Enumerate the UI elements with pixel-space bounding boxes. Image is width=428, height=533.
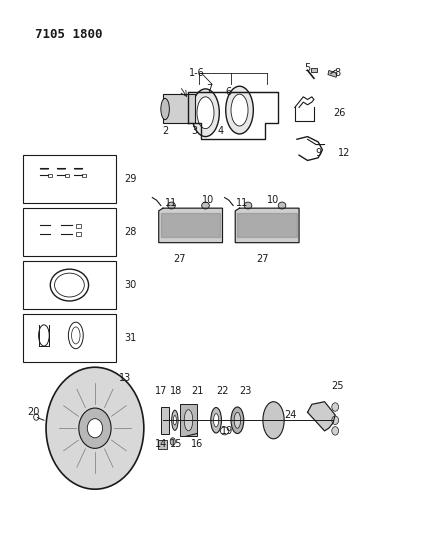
Bar bbox=[76, 231, 81, 236]
Text: 19: 19 bbox=[220, 426, 233, 436]
Text: 1-6: 1-6 bbox=[189, 68, 205, 78]
Circle shape bbox=[79, 408, 111, 448]
Ellipse shape bbox=[231, 407, 244, 433]
Ellipse shape bbox=[170, 438, 175, 445]
Ellipse shape bbox=[226, 86, 253, 134]
Polygon shape bbox=[235, 208, 299, 243]
Text: 29: 29 bbox=[125, 174, 137, 184]
Text: 26: 26 bbox=[333, 108, 346, 118]
Bar bbox=[23, 261, 116, 309]
Text: 18: 18 bbox=[169, 386, 182, 396]
Text: 21: 21 bbox=[191, 386, 203, 396]
Bar bbox=[65, 174, 69, 177]
Circle shape bbox=[332, 403, 339, 411]
Bar bbox=[82, 174, 86, 177]
Ellipse shape bbox=[184, 410, 193, 431]
Ellipse shape bbox=[173, 416, 176, 425]
Circle shape bbox=[332, 426, 339, 435]
Ellipse shape bbox=[172, 410, 178, 430]
Circle shape bbox=[332, 416, 339, 424]
Bar bbox=[163, 94, 195, 123]
Text: 24: 24 bbox=[284, 410, 297, 420]
Ellipse shape bbox=[168, 202, 175, 209]
Text: 22: 22 bbox=[216, 386, 229, 396]
Text: 27: 27 bbox=[174, 254, 186, 263]
Ellipse shape bbox=[192, 89, 219, 136]
Circle shape bbox=[34, 414, 39, 420]
Bar bbox=[23, 155, 116, 203]
Bar bbox=[328, 70, 337, 77]
Polygon shape bbox=[238, 214, 297, 237]
Ellipse shape bbox=[214, 414, 219, 427]
Text: 10: 10 bbox=[202, 195, 214, 205]
Text: 20: 20 bbox=[27, 407, 39, 417]
Text: 25: 25 bbox=[331, 381, 344, 391]
Bar bbox=[158, 440, 167, 449]
Ellipse shape bbox=[220, 427, 229, 435]
Text: 14: 14 bbox=[155, 439, 167, 449]
Text: 4: 4 bbox=[217, 126, 223, 136]
Text: 10: 10 bbox=[268, 195, 279, 205]
Ellipse shape bbox=[231, 94, 248, 126]
Text: 3: 3 bbox=[192, 126, 198, 136]
Bar bbox=[48, 174, 52, 177]
Ellipse shape bbox=[211, 408, 221, 433]
Text: 31: 31 bbox=[125, 333, 137, 343]
Text: 6: 6 bbox=[226, 86, 232, 96]
Bar bbox=[76, 223, 81, 228]
Text: 2: 2 bbox=[162, 126, 168, 136]
Text: 27: 27 bbox=[257, 254, 269, 263]
Text: 5: 5 bbox=[304, 63, 311, 72]
Polygon shape bbox=[161, 214, 220, 237]
Bar bbox=[23, 208, 116, 256]
Text: 30: 30 bbox=[125, 280, 137, 290]
Text: 8: 8 bbox=[334, 68, 340, 78]
Circle shape bbox=[46, 367, 144, 489]
Ellipse shape bbox=[244, 202, 252, 209]
Text: 28: 28 bbox=[125, 227, 137, 237]
Text: 11: 11 bbox=[235, 198, 248, 208]
Text: 17: 17 bbox=[155, 386, 167, 396]
Text: 7105 1800: 7105 1800 bbox=[36, 28, 103, 41]
Text: 15: 15 bbox=[169, 439, 182, 449]
Ellipse shape bbox=[263, 402, 284, 439]
Bar bbox=[180, 405, 197, 436]
Circle shape bbox=[87, 419, 103, 438]
Bar bbox=[311, 68, 317, 72]
Text: 23: 23 bbox=[240, 386, 252, 396]
Text: 16: 16 bbox=[191, 439, 203, 449]
Text: 11: 11 bbox=[165, 198, 178, 208]
Ellipse shape bbox=[234, 413, 241, 428]
Bar bbox=[161, 407, 169, 433]
Bar bbox=[23, 314, 116, 362]
Polygon shape bbox=[308, 402, 335, 431]
Ellipse shape bbox=[197, 97, 214, 128]
Ellipse shape bbox=[278, 202, 286, 209]
Text: 7: 7 bbox=[207, 84, 213, 94]
Polygon shape bbox=[159, 208, 223, 243]
Ellipse shape bbox=[202, 202, 209, 209]
Text: 13: 13 bbox=[119, 373, 131, 383]
Text: 12: 12 bbox=[338, 148, 350, 158]
Ellipse shape bbox=[161, 99, 169, 119]
Text: 9: 9 bbox=[315, 148, 321, 158]
